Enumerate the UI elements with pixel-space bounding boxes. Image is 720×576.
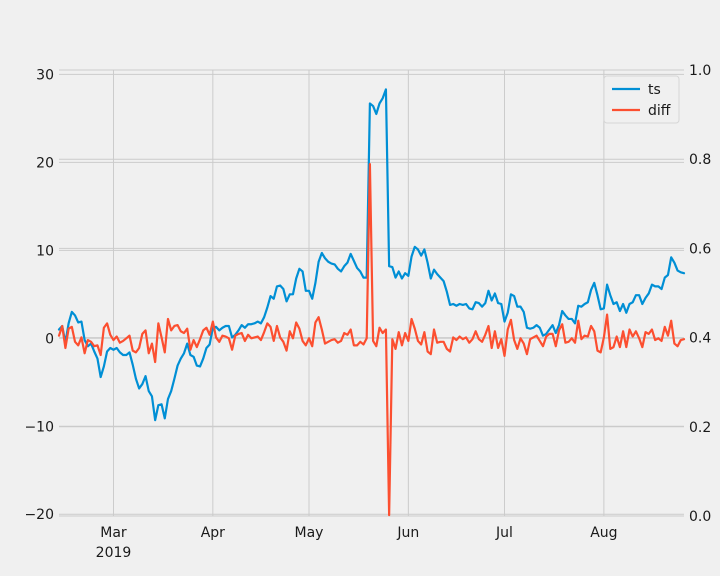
x-tick-label: Jul [495, 525, 513, 541]
y-tick-label-left: −20 [24, 507, 54, 523]
series-lines [57, 88, 686, 517]
y-tick-label-left: 10 [36, 243, 54, 259]
y-tick-label-left: −10 [24, 419, 54, 435]
x-tick-label: May [295, 525, 324, 541]
y-tick-label-right: 0.2 [689, 420, 711, 436]
y-tick-label-right: 0.4 [689, 331, 711, 347]
axes: Mar 2019 Apr May Jun Jul Aug −20 −10 0 10 20 30 0.0 0.… [24, 63, 711, 561]
legend-label-ts: ts [648, 82, 661, 98]
x-tick-label: Mar [100, 525, 127, 541]
y-tick-label-right: 0.0 [689, 509, 711, 525]
x-tick-sublabel: 2019 [96, 545, 132, 561]
y-tick-label-right: 1.0 [689, 63, 711, 79]
y-tick-label-right: 0.6 [689, 241, 711, 257]
legend-label-diff: diff [648, 103, 671, 119]
x-tick-label: Apr [201, 525, 225, 541]
x-tick-label: Jun [396, 525, 419, 541]
legend-box [603, 75, 680, 124]
legend: ts diff [603, 75, 680, 124]
x-tick-label: Aug [590, 525, 617, 541]
y-tick-label-right: 0.8 [689, 152, 711, 168]
series-line-diff [57, 163, 686, 517]
series-line-ts [57, 88, 686, 422]
y-tick-label-left: 20 [36, 155, 54, 171]
y-tick-label-left: 0 [45, 331, 54, 347]
y-tick-label-left: 30 [36, 67, 54, 83]
